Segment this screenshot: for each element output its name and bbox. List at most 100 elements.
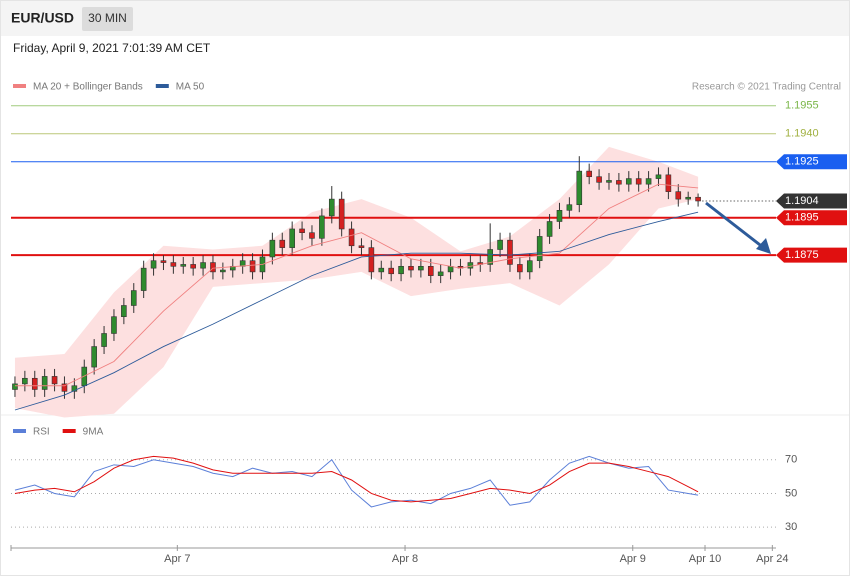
candle-body — [408, 265, 414, 271]
legend-label: 9MA — [83, 427, 104, 438]
level-label: 1.1904 — [785, 195, 819, 207]
candle-body — [338, 198, 345, 230]
level-label: 1.1875 — [785, 249, 819, 261]
interval-chip[interactable] — [82, 7, 133, 31]
level-tag — [776, 247, 847, 263]
candle-body — [655, 174, 662, 179]
x-tick-label: Apr 24 — [756, 553, 788, 565]
level-tag — [776, 193, 847, 209]
candle-body — [685, 196, 691, 200]
candle-body — [635, 178, 642, 185]
candle-body — [279, 239, 286, 248]
level-label: 1.1940 — [785, 128, 819, 140]
x-tick-label: Apr 10 — [689, 553, 721, 565]
interval[interactable]: 30 MIN — [88, 11, 127, 25]
candle-body — [309, 232, 315, 239]
candle-body — [596, 176, 602, 183]
candle-body — [616, 180, 622, 185]
series-line — [14, 183, 699, 387]
candle-body — [319, 215, 325, 239]
bollinger-band — [14, 146, 699, 418]
candle-body — [41, 376, 48, 390]
candle-body — [437, 271, 444, 276]
x-tick-label: Apr 9 — [620, 553, 646, 565]
candle-body — [507, 239, 513, 265]
candle-body — [71, 385, 78, 392]
candle-body — [398, 265, 404, 275]
level-label: 1.1895 — [785, 212, 819, 224]
candle-body — [576, 170, 583, 206]
candle-body — [289, 228, 295, 248]
series-line — [14, 455, 699, 503]
candle-body — [348, 228, 355, 247]
level-label: 1.1955 — [785, 100, 819, 112]
forecast-arrow — [705, 201, 765, 250]
legend-label: MA 20 + Bollinger Bands — [33, 82, 143, 93]
candle-body — [22, 377, 28, 385]
candle-body — [368, 247, 375, 273]
candle-body — [190, 264, 196, 269]
candle-body — [61, 383, 68, 392]
candle-body — [517, 264, 523, 273]
legend-swatch — [62, 429, 76, 433]
y-tick-label: 70 — [785, 454, 797, 466]
candle-body — [526, 260, 533, 273]
candle-body — [150, 260, 157, 269]
level-label: 1.1925 — [785, 156, 819, 168]
legend-swatch — [155, 84, 169, 88]
candle-body — [160, 260, 167, 263]
x-tick-label: Apr 8 — [392, 553, 418, 565]
candle-body — [556, 210, 563, 222]
legend-label: RSI — [33, 427, 50, 438]
candle-body — [140, 267, 147, 291]
candle-body — [378, 267, 385, 273]
candle-body — [91, 346, 97, 368]
level-tag — [776, 154, 847, 170]
forecast-arrowhead — [756, 238, 771, 254]
candle-body — [586, 170, 592, 178]
candle-body — [220, 269, 226, 273]
candle-body — [427, 265, 434, 276]
candle-body — [111, 316, 117, 334]
candle-body — [31, 377, 38, 390]
candle-body — [447, 265, 454, 273]
candle-body — [665, 174, 672, 192]
candle-body — [487, 249, 493, 265]
series-line — [14, 211, 699, 411]
candle-body — [269, 239, 276, 258]
y-tick-label: 30 — [785, 521, 797, 533]
candle-body — [675, 191, 682, 200]
credit: Research © 2021 Trading Central — [692, 82, 841, 93]
candle-body — [536, 236, 543, 261]
y-tick-label: 50 — [785, 487, 797, 499]
legend-swatch — [13, 429, 26, 433]
candle-body — [101, 333, 107, 347]
candle-body — [249, 260, 256, 273]
candle-body — [130, 290, 137, 306]
candle-body — [200, 262, 206, 269]
level-tag — [776, 210, 847, 226]
candle-body — [566, 204, 573, 211]
series-line — [14, 455, 699, 508]
candle-body — [606, 180, 612, 183]
candle-body — [358, 245, 365, 248]
candle-body — [497, 239, 503, 250]
candle-body — [388, 267, 394, 275]
legend-swatch — [13, 84, 26, 88]
header-bar — [1, 1, 849, 36]
candle-body — [625, 178, 632, 185]
candle-body — [418, 265, 424, 271]
legend-label: MA 50 — [176, 82, 205, 93]
symbol: EUR/USD — [11, 10, 74, 26]
candle-body — [121, 305, 127, 317]
candle-body — [695, 196, 701, 202]
candle-body — [546, 221, 553, 237]
candle-body — [180, 264, 187, 267]
candle-body — [170, 262, 177, 267]
candle-body — [210, 262, 216, 273]
timestamp: Friday, April 9, 2021 7:01:39 AM CET — [13, 41, 211, 55]
candle-body — [299, 228, 305, 234]
candle-body — [12, 383, 18, 390]
candle-body — [467, 262, 474, 269]
